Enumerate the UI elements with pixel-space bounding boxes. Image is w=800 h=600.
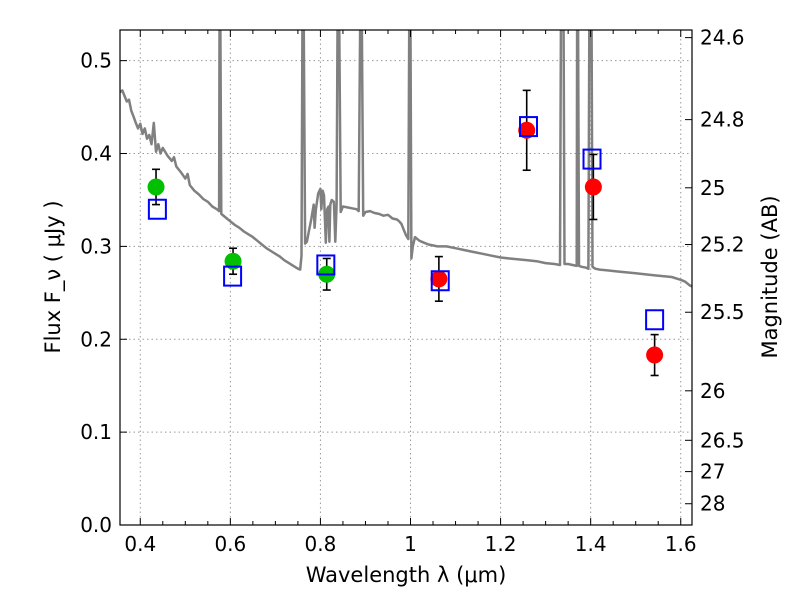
flux-point [646,346,664,364]
model-square [223,265,243,287]
template-spectrum [120,30,692,288]
model-square [316,254,336,276]
y-tick-label: 0.3 [80,234,112,258]
y-tick-label: 0.2 [80,327,112,351]
plot-frame [119,29,693,526]
template-spectrum-line [120,30,692,288]
tick-labels: 0.4 0.6 0.8 1 1.2 1.4 1.6 0.0 0.1 0.2 0.3 0.4 0.5 24.… [80,26,744,556]
x-tick-label: 1.2 [485,532,517,556]
model-square [430,270,450,292]
mag-tick-label: 24.6 [700,26,745,50]
flux-point [430,270,448,288]
mag-tick-label: 26 [700,379,725,403]
flux-point [584,178,602,196]
mag-tick-label: 28 [700,492,725,516]
mag-tick-label: 25.5 [700,300,745,324]
y-axis-label: Flux F_ν ( μJy ) [41,200,66,353]
mag-tick-label: 26.5 [700,428,745,452]
model-square [645,309,665,331]
y-tick-label: 0.1 [80,420,112,444]
x-axis-label: Wavelength λ (μm) [306,563,507,587]
model-square [582,148,602,170]
x-tick-label: 1.4 [575,532,607,556]
flux-point [224,252,242,270]
x-tick-label: 1 [404,532,417,556]
axis-ticks [120,30,692,526]
mag-tick-label: 27 [700,460,725,484]
mag-tick-label: 25.2 [700,233,745,257]
y-tick-label: 0.4 [80,142,112,166]
x-tick-label: 0.8 [305,532,337,556]
flux-point [518,121,536,139]
x-tick-label: 1.6 [665,532,697,556]
right-axis-label: Magnitude (AB) [758,195,782,358]
model-square [147,198,167,220]
mag-tick-label: 25 [700,176,725,200]
y-tick-label: 0.0 [80,513,112,537]
mag-tick-label: 24.8 [700,108,745,132]
model-square [519,116,539,138]
flux-point [147,178,165,196]
x-tick-label: 0.6 [214,532,246,556]
model-fluxes [147,116,665,331]
y-tick-label: 0.5 [80,49,112,73]
x-tick-label: 0.4 [124,532,156,556]
